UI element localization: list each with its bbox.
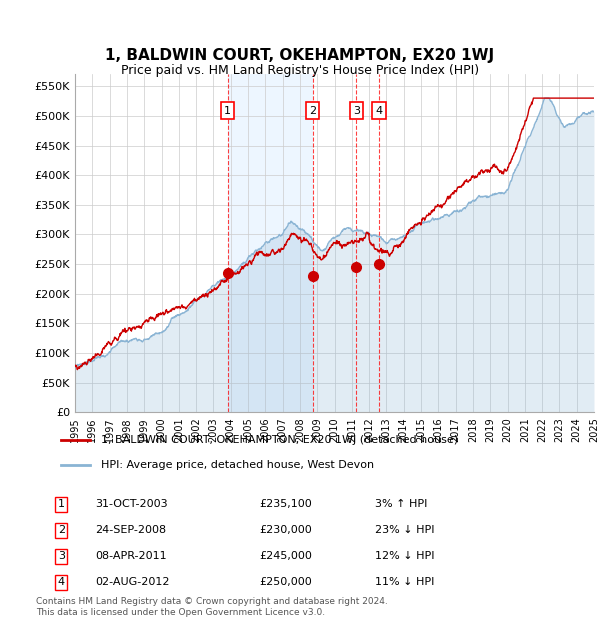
Text: HPI: Average price, detached house, West Devon: HPI: Average price, detached house, West…	[101, 461, 374, 471]
Bar	[228, 74, 313, 412]
Text: 4: 4	[376, 105, 383, 115]
Text: £230,000: £230,000	[259, 525, 312, 535]
Text: 2: 2	[309, 105, 316, 115]
Text: 3: 3	[58, 551, 65, 561]
Text: 12% ↓ HPI: 12% ↓ HPI	[376, 551, 435, 561]
Text: 2: 2	[58, 525, 65, 535]
Text: 31-OCT-2003: 31-OCT-2003	[95, 499, 168, 509]
Text: 02-AUG-2012: 02-AUG-2012	[95, 577, 170, 587]
Text: 4: 4	[58, 577, 65, 587]
Text: 3: 3	[353, 105, 360, 115]
Text: 08-APR-2011: 08-APR-2011	[95, 551, 167, 561]
Text: 3% ↑ HPI: 3% ↑ HPI	[376, 499, 428, 509]
Text: Contains HM Land Registry data © Crown copyright and database right 2024.
This d: Contains HM Land Registry data © Crown c…	[36, 598, 388, 617]
Text: 11% ↓ HPI: 11% ↓ HPI	[376, 577, 435, 587]
Text: £235,100: £235,100	[259, 499, 312, 509]
Text: 24-SEP-2008: 24-SEP-2008	[95, 525, 167, 535]
Text: 1, BALDWIN COURT, OKEHAMPTON, EX20 1WJ (detached house): 1, BALDWIN COURT, OKEHAMPTON, EX20 1WJ (…	[101, 435, 458, 445]
Text: £250,000: £250,000	[259, 577, 312, 587]
Text: 23% ↓ HPI: 23% ↓ HPI	[376, 525, 435, 535]
Text: 1: 1	[224, 105, 231, 115]
Text: 1: 1	[58, 499, 65, 509]
Text: £245,000: £245,000	[259, 551, 312, 561]
Text: Price paid vs. HM Land Registry's House Price Index (HPI): Price paid vs. HM Land Registry's House …	[121, 64, 479, 77]
Text: 1, BALDWIN COURT, OKEHAMPTON, EX20 1WJ: 1, BALDWIN COURT, OKEHAMPTON, EX20 1WJ	[106, 48, 494, 63]
